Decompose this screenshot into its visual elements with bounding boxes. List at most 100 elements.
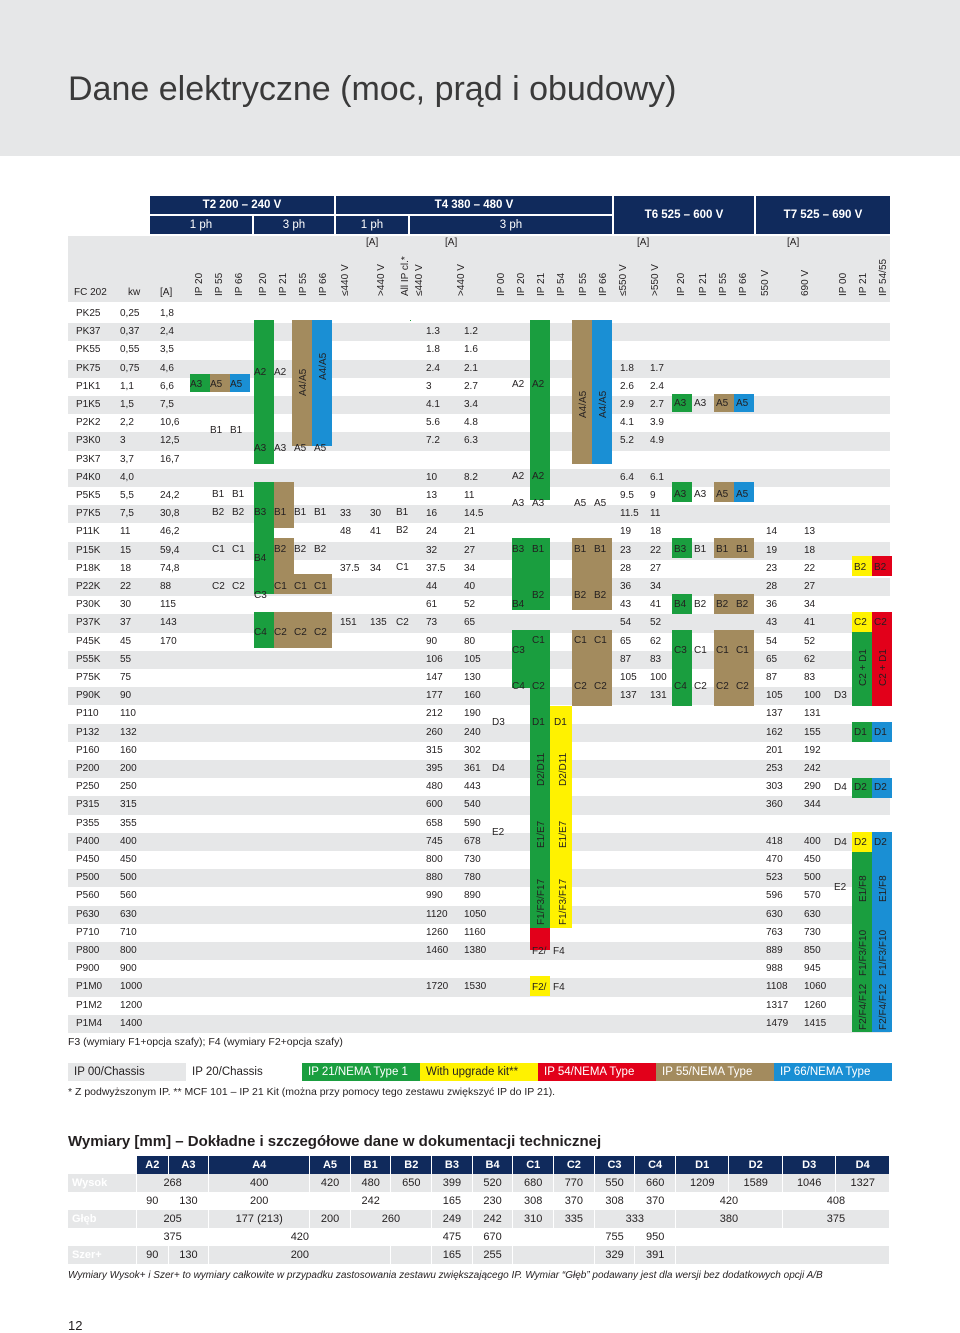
enclosure-block	[572, 574, 612, 610]
column-header: IP 00	[838, 272, 849, 296]
t4-3ph-value: 6.3	[464, 435, 478, 447]
row-model: PK55	[76, 344, 101, 356]
row-model: P1M2	[76, 999, 103, 1011]
enclosure-label-vertical: F1/F3/F10	[858, 929, 869, 976]
enclosure-label: B3	[674, 544, 687, 555]
enclosure-block	[550, 706, 572, 928]
column-header: IP 55	[298, 272, 309, 296]
enclosure-block	[852, 632, 872, 706]
row-model: P3K7	[76, 453, 101, 465]
unit-label: [A]	[366, 237, 379, 248]
row-model: P15K	[76, 544, 101, 556]
row-model: P630	[76, 908, 100, 920]
group-header: T2 200 – 240 V	[150, 196, 334, 214]
enclosure-label: C1	[736, 645, 749, 656]
t4-3ph-value: 32	[426, 544, 438, 556]
enclosure-block	[714, 538, 754, 558]
enclosure-label: C4	[512, 681, 525, 692]
enclosure-label: A3	[694, 489, 707, 500]
dims-cell: 329	[594, 1246, 636, 1264]
dims-cell: 370	[553, 1192, 595, 1210]
t4-1ph-value: 41	[370, 526, 382, 538]
enclosure-label: B2	[874, 562, 887, 573]
enclosure-block	[530, 464, 550, 500]
group-header: T7 525 – 690 V	[756, 196, 890, 234]
enclosure-label: C2	[294, 627, 307, 638]
enclosure-block	[714, 670, 754, 706]
enclosure-block	[672, 538, 692, 558]
column-header: IP 54	[556, 272, 567, 296]
t4-3ph-value: 106	[426, 653, 443, 665]
dims-cell: 375	[136, 1228, 210, 1246]
row-kw: 0,75	[120, 362, 140, 374]
row-kw: 1200	[120, 999, 143, 1011]
row-current: 88	[160, 581, 172, 592]
enclosure-block	[672, 630, 692, 670]
t4-3ph-value: 1.2	[464, 326, 478, 338]
dims-cell	[675, 1246, 891, 1264]
enclosure-label: F4	[553, 982, 565, 993]
dims-row-label: Wysok+	[68, 1228, 137, 1246]
t4-3ph-value: 990	[426, 890, 443, 902]
dims-cell: 130	[168, 1246, 210, 1264]
row-current: 1,8	[160, 308, 174, 319]
enclosure-block	[530, 630, 550, 670]
dims-cell: 308	[594, 1192, 636, 1210]
enclosure-label: F2/	[532, 982, 547, 993]
row-model: P900	[76, 963, 100, 975]
row-model: P250	[76, 781, 100, 793]
enclosure-block	[312, 320, 332, 446]
enclosure-label-vertical: D2/D11	[536, 752, 547, 786]
row-model: P18K	[76, 562, 101, 574]
enclosure-label: A3	[694, 398, 707, 409]
enclosure-block	[852, 832, 872, 852]
t4-3ph-value: 1.8	[426, 344, 440, 356]
t6-value: 19	[620, 526, 632, 538]
t4-3ph-value: 240	[464, 726, 481, 738]
t7-value: 28	[766, 581, 778, 592]
dims-cell: 1327	[835, 1174, 890, 1192]
t4-3ph-value: 745	[426, 835, 443, 847]
dims-col-header: B3	[431, 1156, 473, 1174]
row-current: 143	[160, 617, 177, 629]
enclosure-block	[274, 482, 294, 528]
row-kw: 2,2	[120, 417, 134, 429]
enclosure-label: B2	[532, 590, 545, 601]
enclosure-label: C2	[274, 627, 287, 638]
enclosure-label: B1	[232, 489, 245, 500]
subgroup-header: 3 ph	[254, 216, 334, 234]
enclosure-label-vertical: A4/A5	[578, 390, 589, 418]
t4-3ph-value: 65	[464, 617, 476, 629]
t4-1ph-value: 33	[340, 508, 352, 520]
t4-3ph-value: 480	[426, 781, 443, 793]
row-model: P75K	[76, 672, 101, 683]
t4-3ph-value: 21	[464, 526, 476, 538]
t7-value: 730	[804, 926, 821, 938]
enclosure-block	[410, 320, 411, 321]
row-kw: 30	[120, 599, 132, 611]
enclosure-label-vertical: F2/F4/F12	[858, 983, 869, 1030]
dims-cell: 680	[512, 1174, 555, 1192]
dimensions-table: A2 A3 A4 A5 B1 B2 B3 B4 C1 C2 C3 C4 D1 D2 D3 D4 Wysok 268…	[68, 1156, 891, 1264]
t7-value: 763	[766, 926, 783, 938]
dims-cell: 420	[208, 1228, 392, 1246]
t4-3ph-value: 4.1	[426, 399, 440, 410]
t4-3ph-value: 11	[464, 490, 475, 501]
row-band	[68, 323, 890, 342]
row-current: 2,4	[160, 326, 174, 338]
t7-value: 1317	[766, 999, 789, 1011]
enclosure-label: D3	[834, 690, 847, 701]
enclosure-block	[530, 574, 550, 610]
t7-value: 470	[766, 854, 783, 865]
enclosure-label: B2	[694, 599, 707, 610]
enclosure-label: A3	[674, 489, 687, 500]
row-model: P2K2	[76, 417, 101, 429]
row-model: P355	[76, 817, 100, 829]
t7-value: 54	[766, 635, 778, 647]
t4-3ph-value: 177	[426, 690, 443, 702]
t4-3ph-value: 7.2	[426, 435, 440, 447]
t6-value: 22	[650, 544, 662, 556]
row-model: P3K0	[76, 435, 101, 447]
enclosure-block	[734, 394, 754, 412]
row-current: 115	[160, 599, 176, 611]
